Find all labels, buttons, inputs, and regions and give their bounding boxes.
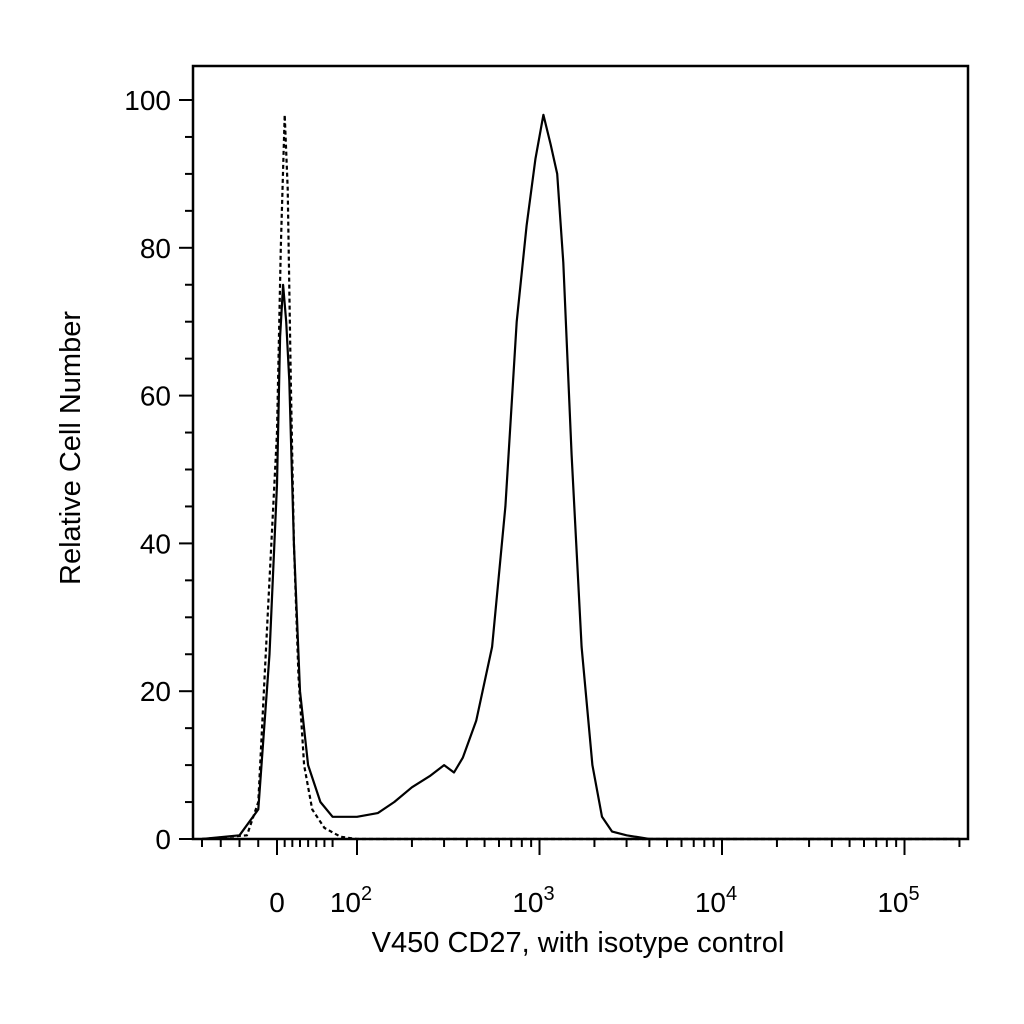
cd27-series <box>201 113 960 841</box>
y-tick-label: 80 <box>140 233 171 264</box>
x-tick-label: 102 <box>330 883 372 918</box>
y-tick-label: 20 <box>140 676 171 707</box>
x-axis: 0 102 103 104 105 <box>201 839 961 918</box>
y-axis: 0 20 40 60 80 100 <box>124 85 193 855</box>
x-axis-title: V450 CD27, with isotype control <box>372 927 785 959</box>
y-tick-label: 40 <box>140 528 171 559</box>
x-tick-label: 0 <box>269 887 285 918</box>
y-tick-label: 0 <box>155 824 171 855</box>
x-tick-label: 103 <box>512 883 554 918</box>
y-tick-label: 60 <box>140 381 171 412</box>
isotype-control-series <box>201 113 960 841</box>
x-tick-label: 105 <box>877 883 919 918</box>
y-axis-title: Relative Cell Number <box>55 311 87 585</box>
plot-frame <box>191 64 970 841</box>
series-layer <box>201 113 960 841</box>
y-tick-label: 100 <box>124 85 171 116</box>
x-tick-label: 104 <box>695 883 737 918</box>
